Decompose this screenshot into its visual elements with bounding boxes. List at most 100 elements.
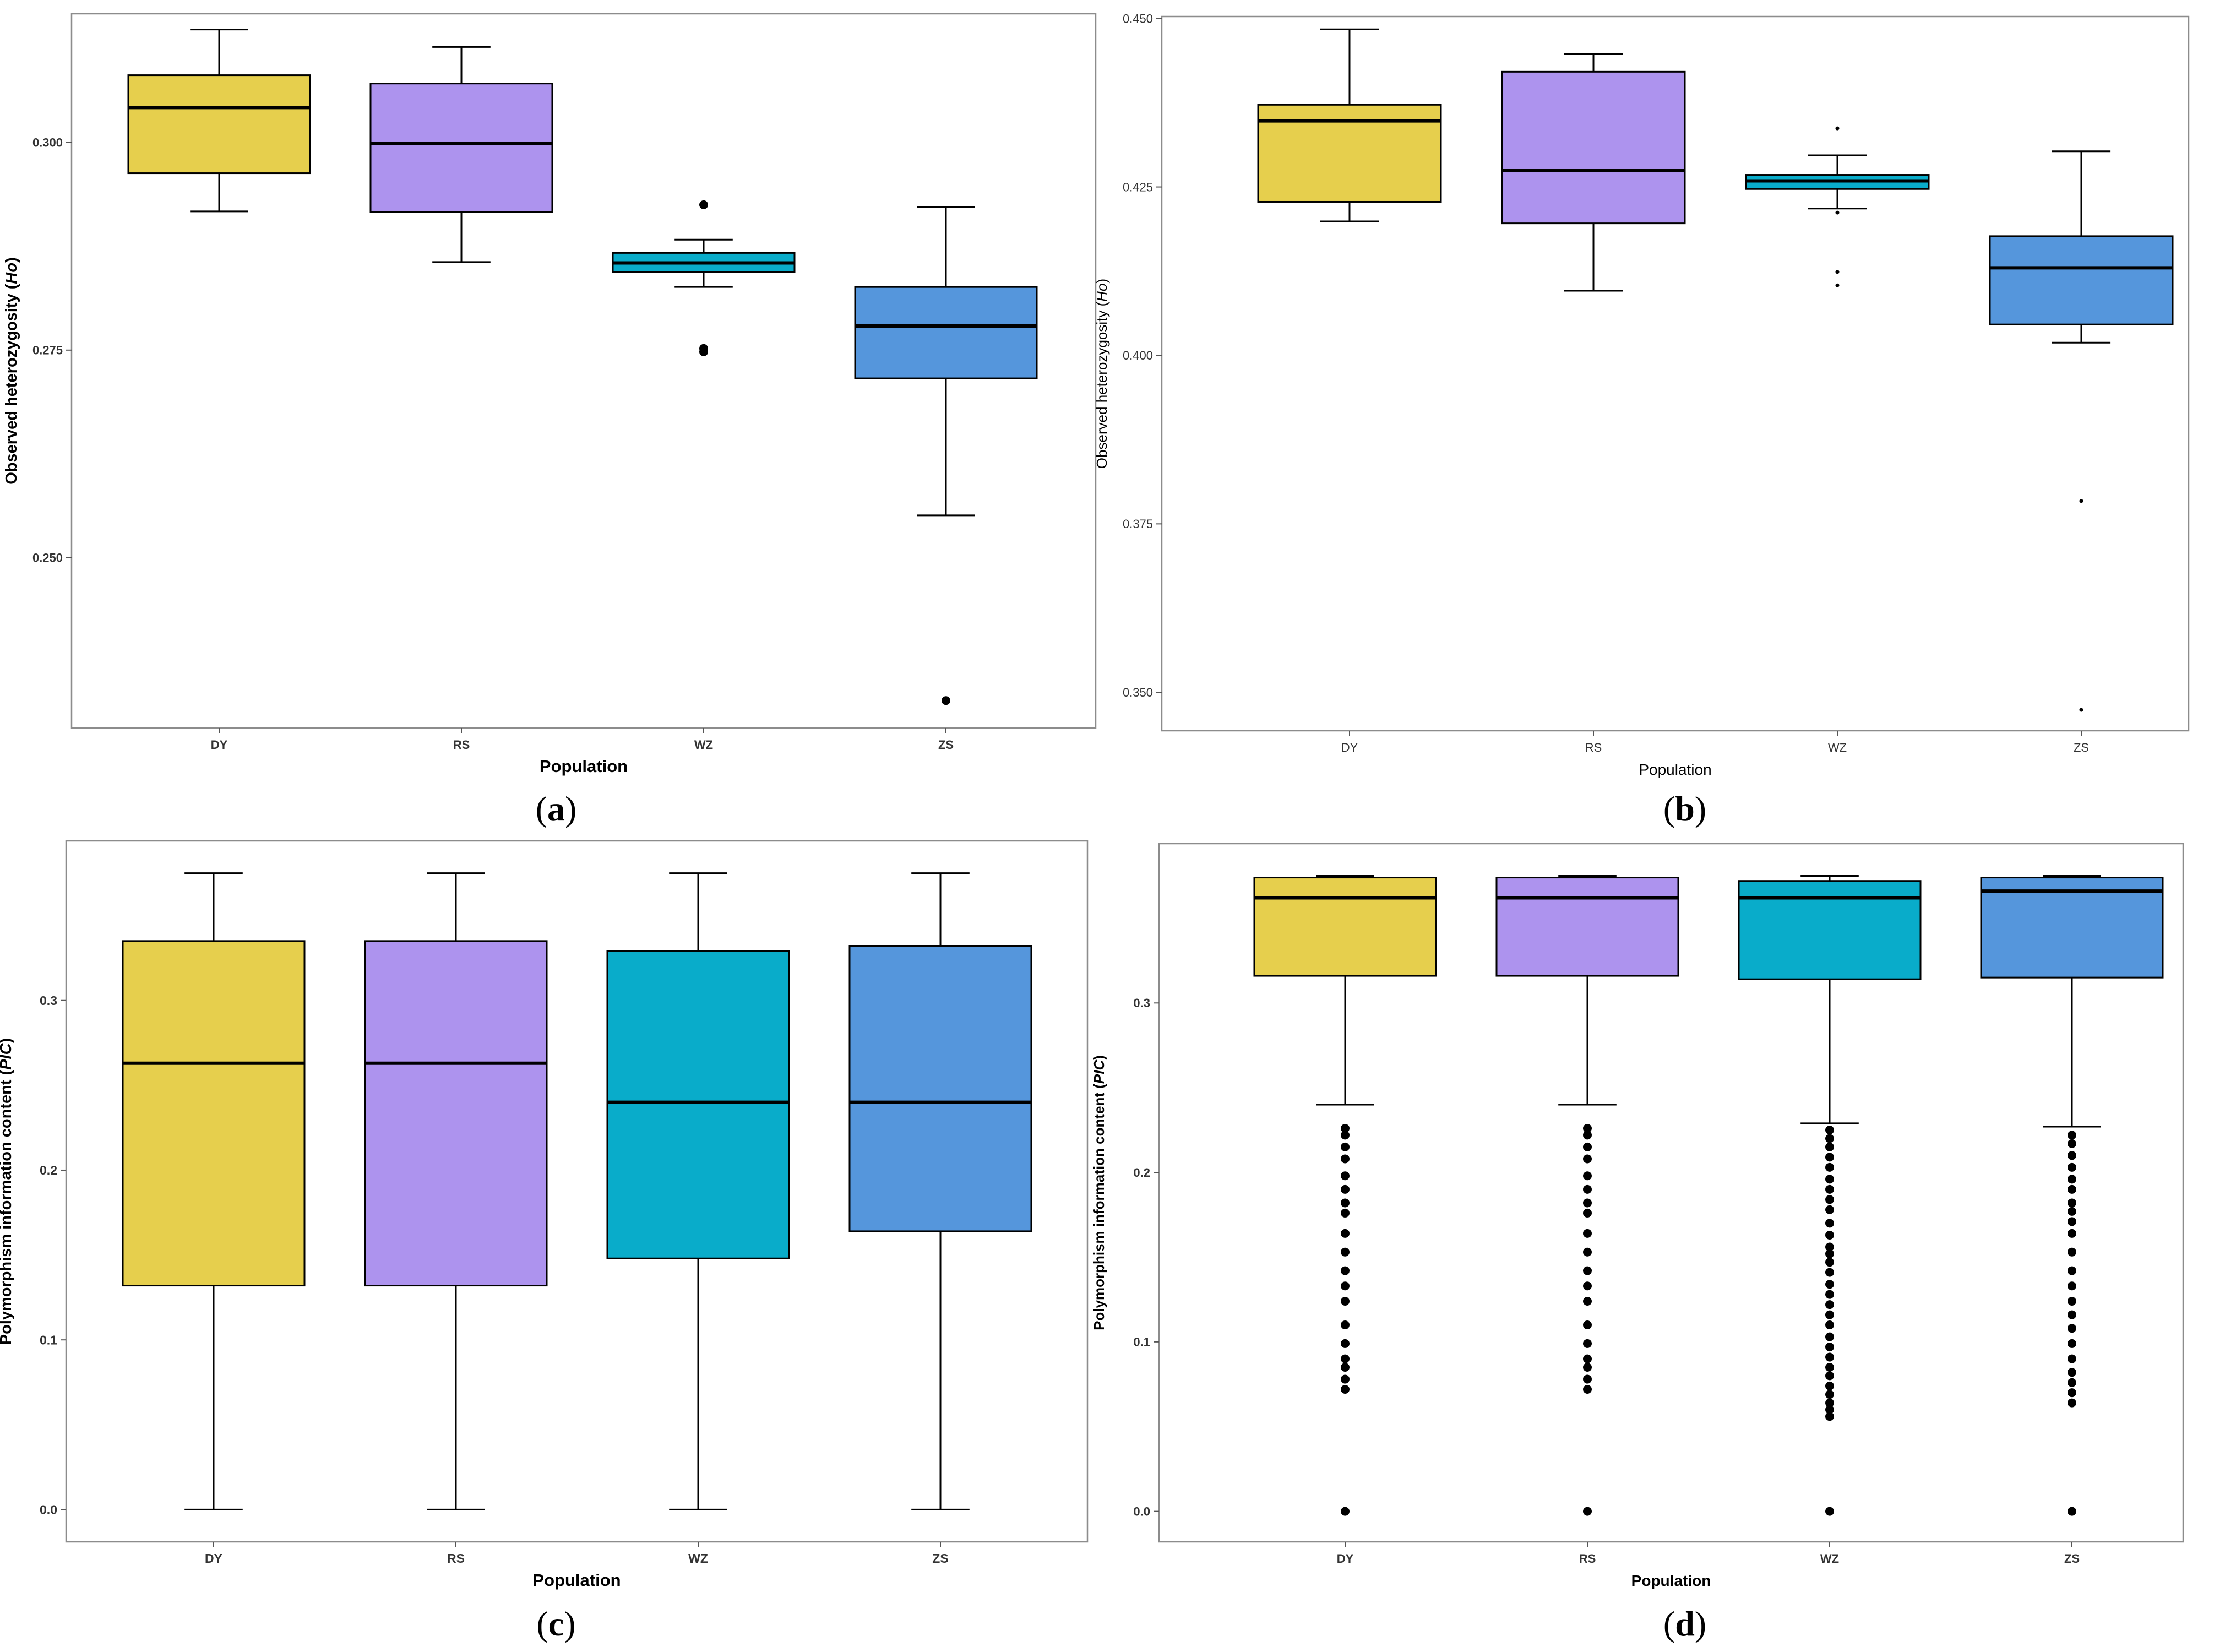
outlier-point xyxy=(1825,1300,1834,1309)
iqr-box xyxy=(848,945,1032,1232)
y-axis-title-abbrev: Ho xyxy=(1093,283,1110,301)
panel-label-open: ( xyxy=(536,789,547,828)
panel-label-open: ( xyxy=(1663,1604,1675,1643)
outlier-point xyxy=(1825,1390,1834,1399)
outlier-point xyxy=(1341,1171,1350,1181)
outlier-point xyxy=(1341,1266,1350,1275)
panel-label-open: ( xyxy=(536,1604,548,1643)
outlier-point xyxy=(1825,1320,1834,1330)
outlier-point xyxy=(1583,1339,1592,1348)
panel-label: (c) xyxy=(536,1604,575,1643)
x-axis-title: Population xyxy=(1631,1572,1711,1589)
outlier-point xyxy=(1583,1296,1592,1306)
outlier-point xyxy=(1583,1154,1592,1164)
outlier-point xyxy=(1341,1354,1350,1363)
outlier-point xyxy=(699,347,708,356)
outlier-point xyxy=(1341,1374,1350,1384)
iqr-box xyxy=(854,286,1038,379)
outlier-point xyxy=(1825,1412,1834,1421)
y-axis-title: Polymorphism information content (PIC) xyxy=(1091,1055,1107,1330)
outlier-point xyxy=(1341,1281,1350,1291)
outlier-point xyxy=(1341,1142,1350,1151)
outlier-point xyxy=(1341,1229,1350,1238)
y-tick-label: 0.1 xyxy=(40,1333,57,1347)
box-dy xyxy=(122,872,306,1510)
iqr-box xyxy=(1501,70,1686,225)
panel-label: (a) xyxy=(536,789,577,828)
outlier-point xyxy=(1341,1131,1350,1140)
box-dy xyxy=(1257,28,1442,222)
outlier-point xyxy=(1341,1363,1350,1372)
outlier-point xyxy=(1583,1131,1592,1140)
x-tick-label: WZ xyxy=(688,1551,708,1566)
iqr-box xyxy=(122,940,306,1287)
outlier-point xyxy=(2068,1162,2076,1172)
x-axis-title: Population xyxy=(540,757,628,776)
panel-label-letter: b xyxy=(1675,789,1695,828)
x-tick-label: DY xyxy=(1337,1552,1354,1566)
panel-label: (b) xyxy=(1663,789,1706,828)
outlier-point xyxy=(699,200,708,209)
y-axis-title-close: ) xyxy=(1091,1055,1107,1060)
outlier-point xyxy=(1835,283,1840,287)
x-tick-label: WZ xyxy=(1820,1552,1839,1566)
iqr-box xyxy=(369,83,553,213)
y-axis-title-text: Polymorphism information content xyxy=(0,1079,15,1345)
outlier-point xyxy=(1341,1247,1350,1257)
box-wz xyxy=(1745,126,1930,287)
y-tick-label: 0.3 xyxy=(40,993,57,1008)
iqr-box xyxy=(127,74,311,175)
outlier-point xyxy=(2068,1266,2076,1275)
outlier-point xyxy=(1341,1124,1350,1133)
y-axis-title: Observed heterozygosity (Ho) xyxy=(3,257,20,485)
y-axis-title-text: Observed heterozygosity xyxy=(3,294,20,485)
outlier-point xyxy=(1825,1280,1834,1289)
outlier-point xyxy=(1825,1343,1834,1352)
iqr-box xyxy=(606,950,790,1259)
y-axis-title-text: Polymorphism information content xyxy=(1091,1093,1107,1330)
y-axis-title-text: Observed heterozygosity xyxy=(1093,311,1110,469)
y-tick-label: 0.350 xyxy=(1123,686,1153,699)
y-tick-label: 0.3 xyxy=(1133,996,1150,1010)
outlier-point xyxy=(2068,1229,2076,1238)
outlier-point xyxy=(1583,1363,1592,1372)
outlier-point xyxy=(2068,1217,2076,1226)
box-dy xyxy=(127,29,311,213)
outlier-point xyxy=(1825,1142,1834,1151)
box-rs xyxy=(364,872,548,1510)
y-tick-label: 0.300 xyxy=(32,135,63,149)
outlier-point xyxy=(2079,499,2083,503)
x-tick-label: DY xyxy=(211,738,228,752)
outlier-point xyxy=(1341,1154,1350,1164)
box-rs xyxy=(1495,874,1679,1516)
y-tick-label: 0.250 xyxy=(32,551,63,565)
panel-label-letter: d xyxy=(1675,1604,1695,1643)
y-axis-title-abbrev: PIC xyxy=(1091,1059,1107,1084)
outlier-point xyxy=(1825,1184,1834,1194)
iqr-box xyxy=(1495,877,1679,977)
x-tick-label: DY xyxy=(1341,741,1358,754)
x-tick-label: WZ xyxy=(1828,741,1847,754)
panel-label-close: ) xyxy=(1695,789,1706,828)
y-axis-title-abbrev: PIC xyxy=(0,1042,15,1069)
box-zs xyxy=(1989,150,2174,712)
x-tick-label: RS xyxy=(447,1551,465,1566)
y-axis-title: Polymorphism information content (PIC) xyxy=(0,1038,15,1345)
outlier-point xyxy=(1583,1320,1592,1330)
outlier-point xyxy=(1825,1162,1834,1172)
chart-panel-b: 0.350 0.375 0.400 0.425 0.450 DY RS WZ ZS Populat… xyxy=(1093,12,2190,828)
outlier-point xyxy=(1835,210,1840,215)
x-axis-title: Population xyxy=(532,1571,621,1590)
outlier-point xyxy=(1825,1352,1834,1362)
iqr-box xyxy=(1980,877,2164,979)
outlier-point xyxy=(1341,1339,1350,1348)
outlier-point xyxy=(1341,1184,1350,1194)
outlier-point xyxy=(2068,1354,2076,1363)
y-tick-label: 0.0 xyxy=(40,1502,57,1517)
outlier-point xyxy=(1825,1134,1834,1143)
box-wz xyxy=(1738,874,1922,1516)
outlier-point xyxy=(1583,1124,1592,1133)
outlier-point xyxy=(2068,1198,2076,1208)
outlier-point xyxy=(1825,1290,1834,1299)
outlier-point xyxy=(1835,126,1840,131)
